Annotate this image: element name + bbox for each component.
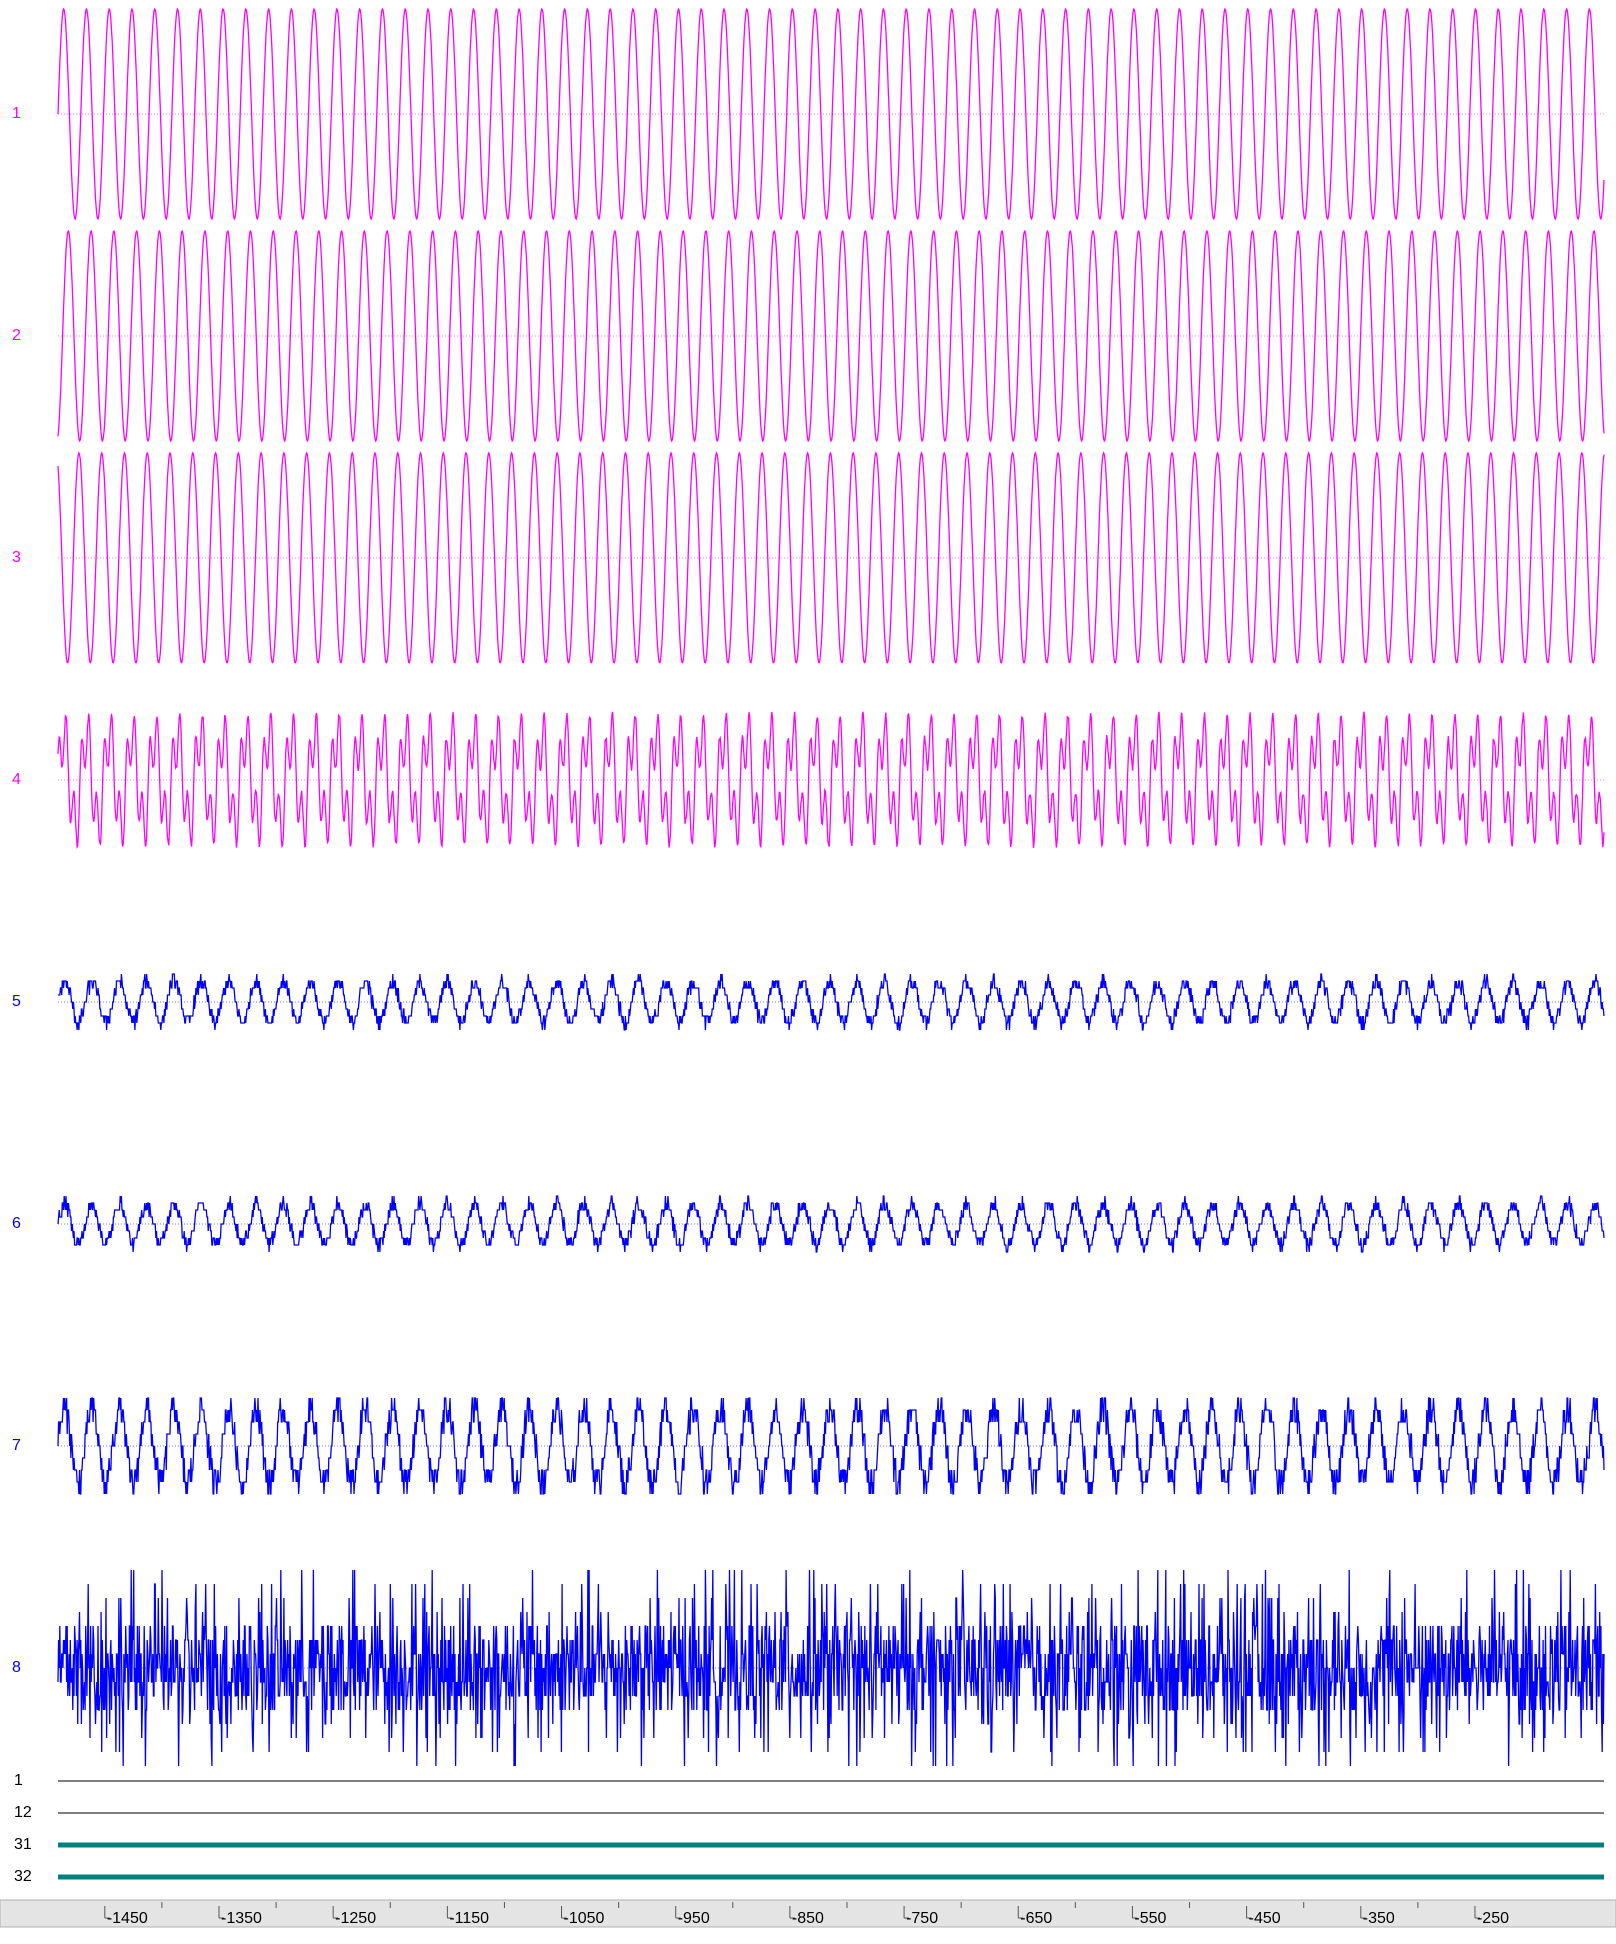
digital-channel-label: 1 [14, 1772, 23, 1789]
time-axis-bar [0, 1899, 1616, 1928]
waveform [57, 451, 1605, 664]
channel-label: 3 [12, 549, 21, 566]
x-tick-label: -250 [1477, 1910, 1509, 1927]
channel-label: 5 [12, 993, 21, 1010]
channel-label: 2 [12, 327, 21, 344]
x-tick-label: -1450 [107, 1910, 148, 1927]
channel-label: 8 [12, 1659, 21, 1676]
x-tick-label: -450 [1249, 1910, 1281, 1927]
channel-label: 4 [12, 771, 21, 788]
x-tick-label: -350 [1363, 1910, 1395, 1927]
waveform [57, 7, 1605, 221]
waveform [57, 1397, 1605, 1495]
channel-label: 1 [12, 105, 21, 122]
channel-label: 7 [12, 1437, 21, 1454]
waveform [57, 711, 1605, 849]
digital-channel-label: 12 [14, 1804, 32, 1821]
waveform [57, 229, 1605, 443]
x-tick-label: -850 [792, 1910, 824, 1927]
waveform [57, 1195, 1605, 1253]
x-tick-label: -1150 [449, 1910, 489, 1927]
digital-channel-label: 32 [14, 1868, 32, 1885]
x-tick-label: -1050 [564, 1910, 605, 1927]
channel-label: 6 [12, 1215, 21, 1232]
x-tick-label: -1350 [221, 1910, 262, 1927]
x-tick-label: -650 [1020, 1910, 1052, 1927]
waveform [58, 973, 1605, 1031]
x-tick-label: -750 [906, 1910, 938, 1927]
waveform [57, 1569, 1605, 1767]
digital-channel-label: 31 [14, 1836, 32, 1853]
x-tick-label: -550 [1134, 1910, 1166, 1927]
x-tick-label: -950 [678, 1910, 710, 1927]
x-tick-label: -1250 [335, 1910, 376, 1927]
